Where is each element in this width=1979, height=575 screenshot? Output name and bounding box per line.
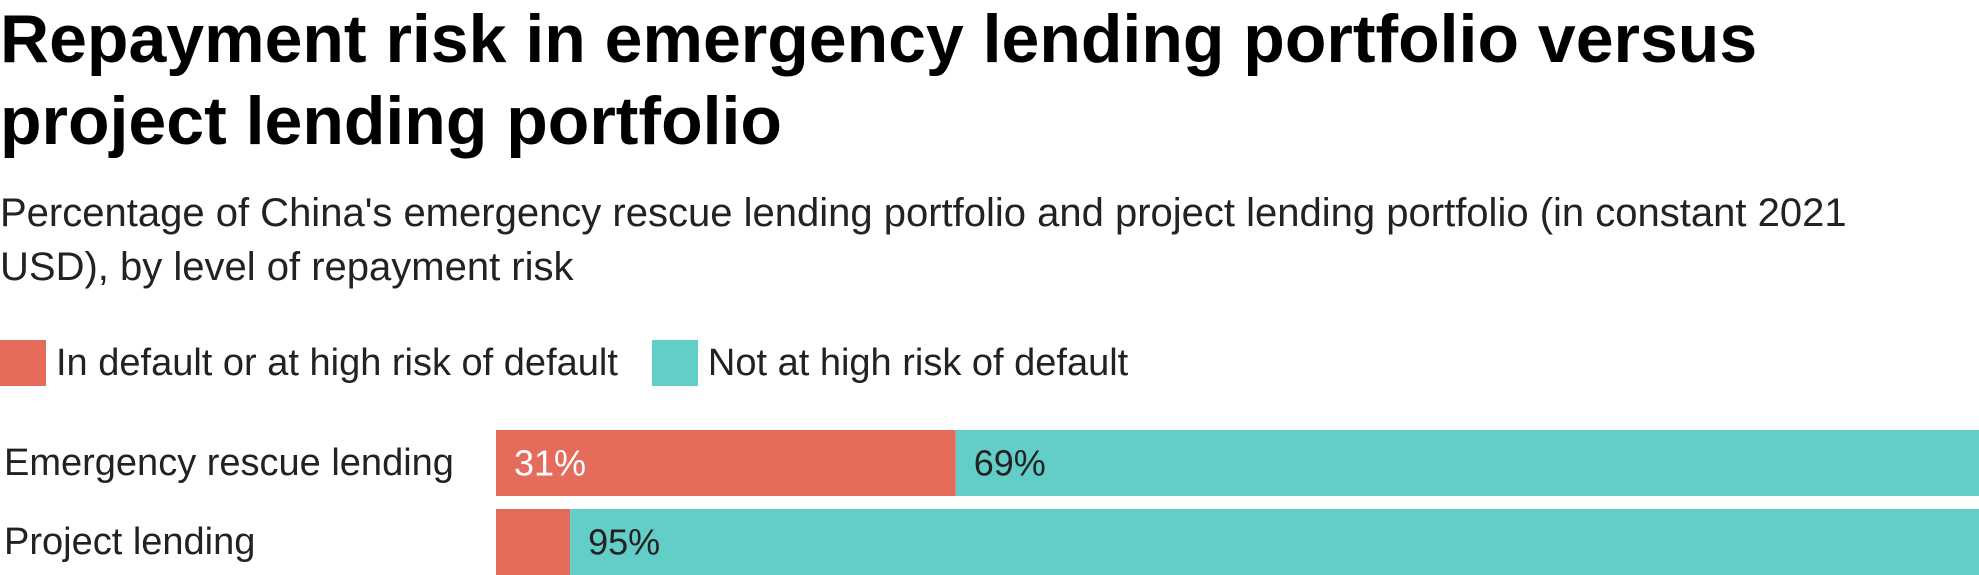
bar-segment-project-lending-not-at-high-risk-of-default [570,509,1979,575]
chart-subtitle: Percentage of China's emergency rescue l… [0,191,1847,289]
legend-item-high-risk: In default or at high risk of default [0,340,618,386]
legend-label-not-high-risk: Not at high risk of default [707,341,1129,384]
legend-label-high-risk: In default or at high risk of default [56,341,618,384]
data-label-project-lending-not-at-high-risk-of-default: 95% [588,522,660,563]
data-label-emergency-rescue-lending-in-default-or-at-high-risk-of-default: 31% [514,443,586,484]
chart-legend: In default or at high risk of default No… [0,339,1162,387]
bar-segment-emergency-rescue-lending-not-at-high-risk-of-default [955,430,1979,496]
data-label-emergency-rescue-lending-not-at-high-risk-of-default: 69% [974,443,1046,484]
category-label-project-lending: Project lending [4,521,255,563]
stacked-bar-chart: Emergency rescue lending 31% 69% Project le… [4,430,1979,575]
category-label-emergency-rescue-lending: Emergency rescue lending [4,442,454,484]
chart-title: Repayment risk in emergency lending port… [0,1,1758,159]
legend-swatch-high-risk [0,340,46,386]
bar-segment-project-lending-in-default-or-at-high-risk-of-default [496,509,571,575]
bar-segment-emergency-rescue-lending-in-default-or-at-high-risk-of-default [496,430,956,496]
legend-swatch-not-high-risk [651,340,698,386]
legend-item-not-high-risk: Not at high risk of default [651,340,1129,386]
